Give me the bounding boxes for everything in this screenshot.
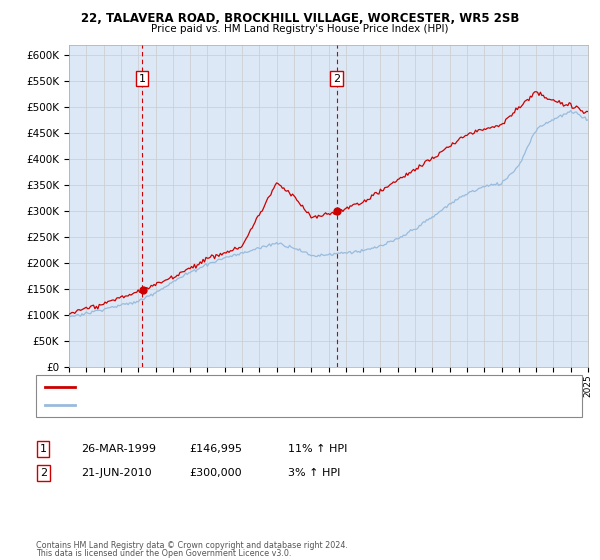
Text: Price paid vs. HM Land Registry's House Price Index (HPI): Price paid vs. HM Land Registry's House … <box>151 24 449 34</box>
Text: £146,995: £146,995 <box>189 444 242 454</box>
Text: 1: 1 <box>40 444 47 454</box>
Text: 22, TALAVERA ROAD, BROCKHILL VILLAGE, WORCESTER, WR5 2SB (detached house): 22, TALAVERA ROAD, BROCKHILL VILLAGE, WO… <box>81 382 481 391</box>
Text: 26-MAR-1999: 26-MAR-1999 <box>81 444 156 454</box>
Text: £300,000: £300,000 <box>189 468 242 478</box>
Text: This data is licensed under the Open Government Licence v3.0.: This data is licensed under the Open Gov… <box>36 549 292 558</box>
Text: 2: 2 <box>333 73 340 83</box>
Text: 22, TALAVERA ROAD, BROCKHILL VILLAGE, WORCESTER, WR5 2SB: 22, TALAVERA ROAD, BROCKHILL VILLAGE, WO… <box>81 12 519 25</box>
Text: 2: 2 <box>40 468 47 478</box>
Text: 1: 1 <box>139 73 146 83</box>
Text: Contains HM Land Registry data © Crown copyright and database right 2024.: Contains HM Land Registry data © Crown c… <box>36 541 348 550</box>
Text: 3% ↑ HPI: 3% ↑ HPI <box>288 468 340 478</box>
Text: 21-JUN-2010: 21-JUN-2010 <box>81 468 152 478</box>
Text: 11% ↑ HPI: 11% ↑ HPI <box>288 444 347 454</box>
Text: HPI: Average price, detached house, Wychavon: HPI: Average price, detached house, Wych… <box>81 401 307 410</box>
